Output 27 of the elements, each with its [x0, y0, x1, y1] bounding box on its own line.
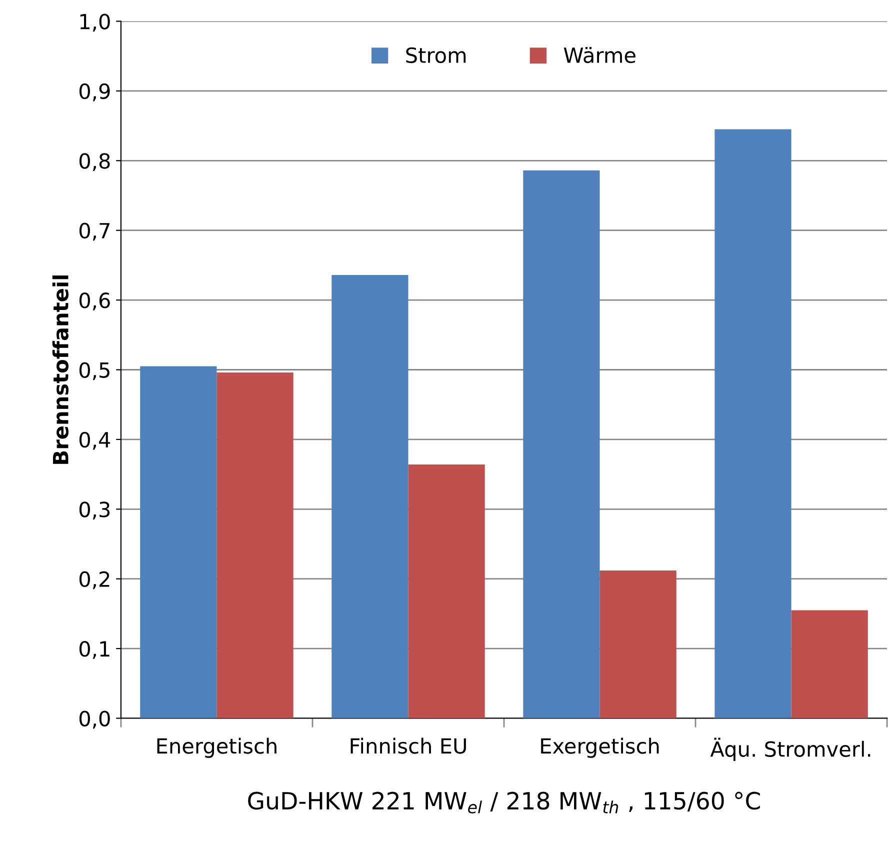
- y-tick-label: 0,9: [79, 83, 110, 102]
- bar: [714, 129, 792, 718]
- bar: [408, 464, 485, 718]
- legend-label: Strom: [406, 47, 466, 64]
- legend-label: Wärme: [564, 47, 636, 64]
- x-tick-label: Äqu. Stromverl.: [710, 738, 870, 762]
- bar: [600, 570, 676, 718]
- y-tick-label: 0,6: [79, 292, 110, 310]
- y-tick-label: 1,0: [80, 14, 110, 32]
- bar: [523, 170, 600, 718]
- x-axis-title: GuD-HKW 221 MW$_{el}$ / 218 MW$_{th}$ , 115/60 °C: [248, 792, 760, 814]
- bar: [216, 372, 294, 718]
- y-tick-label: 0,2: [79, 571, 110, 590]
- y-tick-label: 0,0: [79, 710, 110, 729]
- y-tick-label: 0,4: [79, 432, 110, 450]
- y-tick-label: 0,8: [79, 153, 110, 171]
- y-tick-label: 0,3: [79, 502, 110, 520]
- y-axis-title: Brennstoffanteil: [52, 275, 69, 464]
- x-tick-label: Finnisch EU: [350, 738, 466, 754]
- x-tick-label: Exergetisch: [541, 738, 659, 758]
- bar: [332, 274, 408, 718]
- y-tick-label: 0,1: [79, 641, 110, 659]
- x-tick-label: Energetisch: [157, 738, 276, 758]
- bar: [140, 366, 217, 718]
- y-tick-label: 0,7: [79, 222, 110, 241]
- bar: [791, 610, 868, 718]
- y-tick-label: 0,5: [79, 362, 110, 380]
